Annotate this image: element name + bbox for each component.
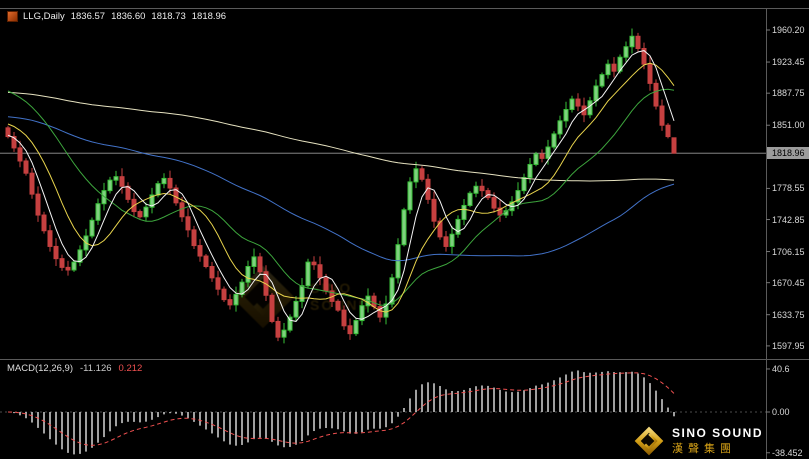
sino-sound-logo: SINO SOUND 漢聲集團 (633, 425, 763, 457)
low-value: 1818.73 (151, 11, 186, 22)
chart-ohlc-header: LLG,Daily 1836.57 1836.60 1818.73 1818.9… (7, 11, 226, 22)
symbol-icon (7, 11, 18, 22)
open-value: 1836.57 (70, 11, 106, 22)
macd-label: MACD(12,26,9) (7, 363, 73, 374)
price-axis-label: 1960.20 (772, 25, 805, 35)
logo-text-block: SINO SOUND 漢聲集團 (672, 426, 763, 456)
price-axis[interactable]: 1818.96 1960.20 1923.45 1887.75 1851.00 1778… (767, 0, 809, 459)
price-axis-label: 1887.75 (772, 88, 805, 99)
price-axis-label: 1742.85 (772, 214, 805, 225)
macd-main-value: -11.126 (80, 363, 112, 374)
symbol-period-label: LLG,Daily (23, 11, 65, 22)
logo-text-cn: 漢聲集團 (671, 443, 736, 455)
logo-text-en: SINO SOUND (671, 426, 763, 440)
price-axis-label: 1851.00 (772, 120, 805, 131)
macd-axis-label: -38.452 (772, 447, 803, 458)
macd-axis-label: 40.6 (772, 364, 790, 374)
price-axis-label: 1633.75 (772, 309, 805, 320)
high-value: 1836.60 (111, 11, 146, 22)
diamond-logo-icon (634, 426, 664, 456)
current-price-tag: 1818.96 (767, 147, 809, 160)
macd-signal-value: 0.212 (118, 363, 143, 374)
macd-indicator-header: MACD(12,26,9) -11.126 0.212 (7, 363, 142, 374)
price-axis-label: 1597.95 (772, 340, 805, 351)
price-axis-label: 1670.45 (772, 277, 805, 288)
price-axis-label: 1706.15 (772, 246, 805, 257)
price-axis-label: 1778.55 (772, 183, 805, 194)
close-value: 1818.96 (191, 11, 227, 22)
price-axis-label: 1923.45 (772, 57, 805, 67)
macd-axis-label: 0.00 (772, 407, 790, 417)
